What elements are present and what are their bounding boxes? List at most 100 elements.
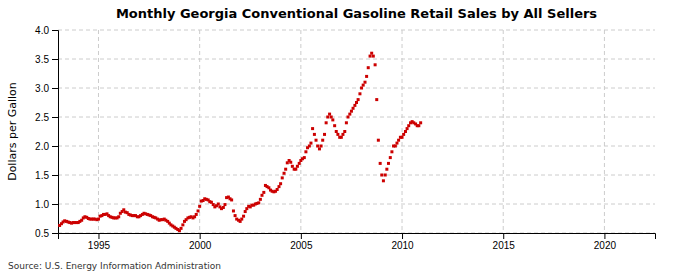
point: [283, 172, 286, 175]
point: [384, 174, 387, 177]
point: [316, 145, 319, 148]
tick: 2015: [493, 233, 516, 251]
point: [360, 87, 363, 90]
point: [406, 127, 409, 130]
point: [257, 201, 260, 204]
tick-label: 2010: [391, 240, 414, 251]
point: [374, 63, 377, 66]
point: [347, 116, 350, 119]
point: [419, 121, 422, 124]
point: [197, 209, 200, 212]
grid-line-x: [503, 30, 504, 233]
point: [379, 162, 382, 165]
tick-mark: [52, 30, 58, 31]
point: [234, 214, 237, 217]
point: [244, 210, 247, 213]
grid: [58, 30, 655, 233]
point: [348, 113, 351, 116]
point: [308, 145, 311, 148]
point: [402, 133, 405, 136]
axis-line: [52, 31, 59, 234]
point: [335, 130, 338, 133]
plot: 1995 2000 2005 2010 2015 2020 0.5 1.0 1.5 2.0 2.5 3…: [35, 25, 655, 251]
point: [357, 98, 360, 101]
grid-line-x: [402, 30, 403, 233]
point: [304, 150, 307, 153]
tick: 3.0: [35, 83, 58, 94]
tick-label: 1995: [88, 240, 111, 251]
axis-line: [59, 234, 656, 240]
x-axis: 1995 2000 2005 2010 2015 2020: [59, 233, 656, 251]
point: [417, 124, 420, 127]
point: [296, 165, 299, 168]
title: Monthly Georgia Conventional Gasoline Re…: [116, 6, 597, 21]
point: [367, 66, 370, 69]
tick-label: 4.0: [35, 25, 49, 36]
point: [343, 130, 346, 133]
point: [336, 133, 339, 136]
point: [259, 198, 262, 201]
point: [97, 218, 100, 221]
tick: 3.5: [35, 54, 58, 65]
y-axis: 0.5 1.0 1.5 2.0 2.5 3.0 3.5 4.0: [35, 25, 58, 239]
tick: 4.0: [35, 25, 58, 36]
point: [331, 118, 334, 121]
grid-line-y: [58, 59, 655, 60]
point: [382, 179, 385, 182]
point: [370, 52, 373, 55]
point: [407, 124, 410, 127]
point: [181, 223, 184, 226]
point: [387, 162, 390, 165]
tick: 2.0: [35, 141, 58, 152]
point: [385, 168, 388, 171]
tick: 2010: [391, 233, 414, 251]
grid-line-y: [58, 88, 655, 89]
grid-line-x: [98, 30, 99, 233]
point: [320, 145, 323, 148]
tick-mark: [301, 233, 302, 239]
point: [389, 156, 392, 159]
tick-mark: [503, 233, 504, 239]
point: [395, 142, 398, 145]
tick-mark: [52, 233, 58, 234]
point: [369, 55, 372, 58]
point: [377, 139, 380, 142]
point: [276, 188, 279, 191]
point: [365, 75, 368, 78]
point: [375, 98, 378, 101]
grid-line-y: [58, 204, 655, 205]
grid-line-y: [58, 30, 655, 31]
tick: 0.5: [35, 228, 58, 239]
tick: 2005: [290, 233, 313, 251]
point: [321, 139, 324, 142]
tick-label: 1.5: [35, 170, 49, 181]
annotation: Source: U.S. Energy Information Administ…: [8, 261, 221, 271]
tick: 1.0: [35, 199, 58, 210]
point: [325, 121, 328, 124]
tick: 1.5: [35, 170, 58, 181]
point: [222, 206, 225, 209]
point: [291, 165, 294, 168]
point: [333, 124, 336, 127]
tick: 2020: [594, 233, 617, 251]
point: [380, 174, 383, 177]
point: [358, 92, 361, 95]
tick-label: 2005: [290, 240, 313, 251]
tick-label: 2.5: [35, 112, 49, 123]
point: [352, 107, 355, 110]
tick-mark: [98, 233, 99, 239]
point: [230, 198, 233, 201]
point: [315, 139, 318, 142]
tick-mark: [52, 59, 58, 60]
point: [355, 101, 358, 104]
point: [350, 110, 353, 113]
tick-label: 2015: [493, 240, 516, 251]
points: [58, 52, 422, 232]
point: [284, 168, 287, 171]
point: [313, 133, 316, 136]
grid-line-x: [604, 30, 605, 233]
point: [223, 203, 226, 206]
point: [289, 161, 292, 164]
tick-label: 0.5: [35, 228, 49, 239]
tick: 2000: [189, 233, 212, 251]
